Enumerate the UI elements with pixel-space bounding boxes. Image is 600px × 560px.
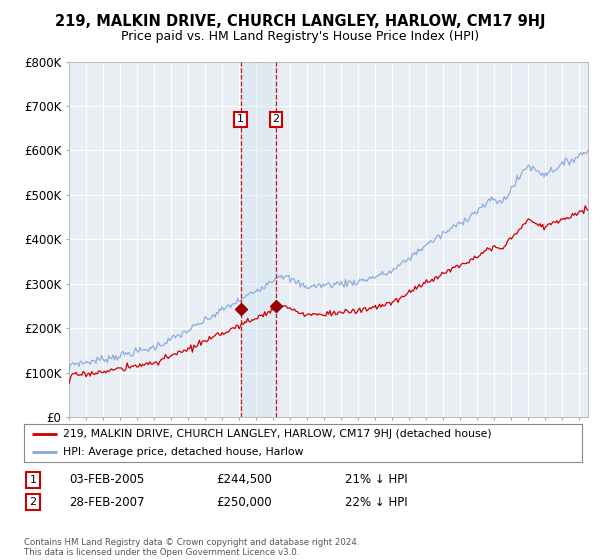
Text: 22% ↓ HPI: 22% ↓ HPI bbox=[345, 496, 407, 509]
Text: 21% ↓ HPI: 21% ↓ HPI bbox=[345, 473, 407, 487]
Text: 28-FEB-2007: 28-FEB-2007 bbox=[69, 496, 145, 509]
Text: 1: 1 bbox=[237, 114, 244, 124]
Text: £244,500: £244,500 bbox=[216, 473, 272, 487]
Bar bbox=[241, 62, 276, 417]
Text: 2: 2 bbox=[272, 114, 280, 124]
Text: HPI: Average price, detached house, Harlow: HPI: Average price, detached house, Harl… bbox=[63, 447, 304, 458]
Text: 2: 2 bbox=[29, 497, 37, 507]
Text: 1: 1 bbox=[29, 475, 37, 485]
Text: Contains HM Land Registry data © Crown copyright and database right 2024.
This d: Contains HM Land Registry data © Crown c… bbox=[24, 538, 359, 557]
Text: 219, MALKIN DRIVE, CHURCH LANGLEY, HARLOW, CM17 9HJ (detached house): 219, MALKIN DRIVE, CHURCH LANGLEY, HARLO… bbox=[63, 429, 491, 439]
Text: £250,000: £250,000 bbox=[216, 496, 272, 509]
Text: Price paid vs. HM Land Registry's House Price Index (HPI): Price paid vs. HM Land Registry's House … bbox=[121, 30, 479, 43]
Text: 219, MALKIN DRIVE, CHURCH LANGLEY, HARLOW, CM17 9HJ: 219, MALKIN DRIVE, CHURCH LANGLEY, HARLO… bbox=[55, 14, 545, 29]
Text: 03-FEB-2005: 03-FEB-2005 bbox=[69, 473, 144, 487]
